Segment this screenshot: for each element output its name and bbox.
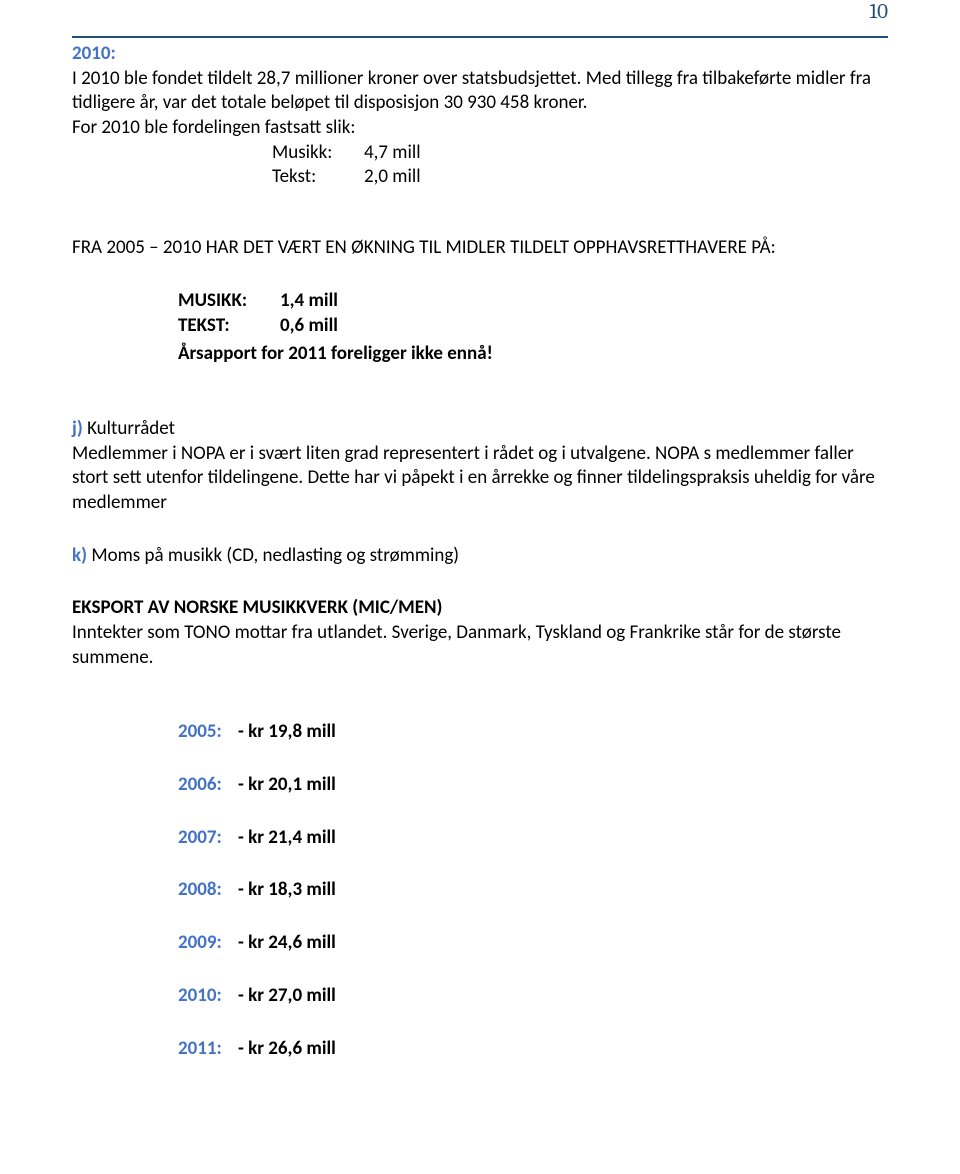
year-row: 2008: - kr 18,3 mill (178, 878, 888, 903)
top-rule (72, 36, 888, 38)
year-value: - kr 26,6 mill (238, 1037, 336, 1062)
year-label: 2007: (178, 826, 238, 851)
alloc-table-2010: Musikk: 4,7 mill Tekst: 2,0 mill (272, 141, 888, 190)
j-title: Kulturrådet (83, 417, 175, 440)
year-label: 2009: (178, 931, 238, 956)
body-2010: I 2010 ble fondet tildelt 28,7 millioner… (72, 67, 888, 116)
year-label: 2006: (178, 773, 238, 798)
fra-heading: FRA 2005 – 2010 HAR DET VÆRT EN ØKNING T… (72, 236, 888, 261)
fra-value: 1,4 mill (280, 289, 338, 314)
heading-2010: 2010: (72, 42, 888, 67)
year-row: 2009: - kr 24,6 mill (178, 931, 888, 956)
j-heading: j) (72, 417, 83, 440)
year-row: 2007: - kr 21,4 mill (178, 826, 888, 851)
eksport-body: Inntekter som TONO mottar fra utlandet. … (72, 621, 888, 670)
alloc-row: Tekst: 2,0 mill (272, 165, 888, 190)
page-number: 10 (72, 0, 888, 24)
year-row: 2010: - kr 27,0 mill (178, 984, 888, 1009)
section-j: j) Kulturrådet (72, 417, 888, 442)
eksport-heading: EKSPORT AV NORSKE MUSIKKVERK (MIC/MEN) (72, 596, 888, 621)
document-page: 10 2010: I 2010 ble fondet tildelt 28,7 … (0, 0, 960, 1101)
year-table: 2005: - kr 19,8 mill 2006: - kr 20,1 mil… (178, 720, 888, 1061)
year-value: - kr 18,3 mill (238, 878, 336, 903)
section-k: k) Moms på musikk (CD, nedlasting og str… (72, 544, 888, 569)
year-label: 2005: (178, 720, 238, 745)
alloc-label: Tekst: (272, 165, 364, 190)
year-value: - kr 24,6 mill (238, 931, 336, 956)
fra-label: TEKST: (178, 314, 280, 339)
k-heading: k) (72, 544, 87, 567)
year-label: 2010: (178, 984, 238, 1009)
fra-row: MUSIKK: 1,4 mill (178, 289, 888, 314)
year-label: 2008: (178, 878, 238, 903)
year-row: 2005: - kr 19,8 mill (178, 720, 888, 745)
year-value: - kr 20,1 mill (238, 773, 336, 798)
alloc-label: Musikk: (272, 141, 364, 166)
year-value: - kr 19,8 mill (238, 720, 336, 745)
year-value: - kr 27,0 mill (238, 984, 336, 1009)
fra-value: 0,6 mill (280, 314, 338, 339)
fra-label: MUSIKK: (178, 289, 280, 314)
alloc-value: 2,0 mill (364, 165, 421, 190)
fra-table: MUSIKK: 1,4 mill TEKST: 0,6 mill Årsappo… (178, 289, 888, 367)
year-row: 2006: - kr 20,1 mill (178, 773, 888, 798)
year-row: 2011: - kr 26,6 mill (178, 1037, 888, 1062)
alloc-row: Musikk: 4,7 mill (272, 141, 888, 166)
year-value: - kr 21,4 mill (238, 826, 336, 851)
j-body: Medlemmer i NOPA er i svært liten grad r… (72, 442, 888, 516)
alloc-intro-2010: For 2010 ble fordelingen fastsatt slik: (72, 116, 888, 141)
year-label: 2011: (178, 1037, 238, 1062)
k-title: Moms på musikk (CD, nedlasting og strømm… (87, 544, 459, 567)
arsapport-note: Årsapport for 2011 foreligger ikke ennå! (178, 342, 888, 367)
fra-row: TEKST: 0,6 mill (178, 314, 888, 339)
alloc-value: 4,7 mill (364, 141, 421, 166)
